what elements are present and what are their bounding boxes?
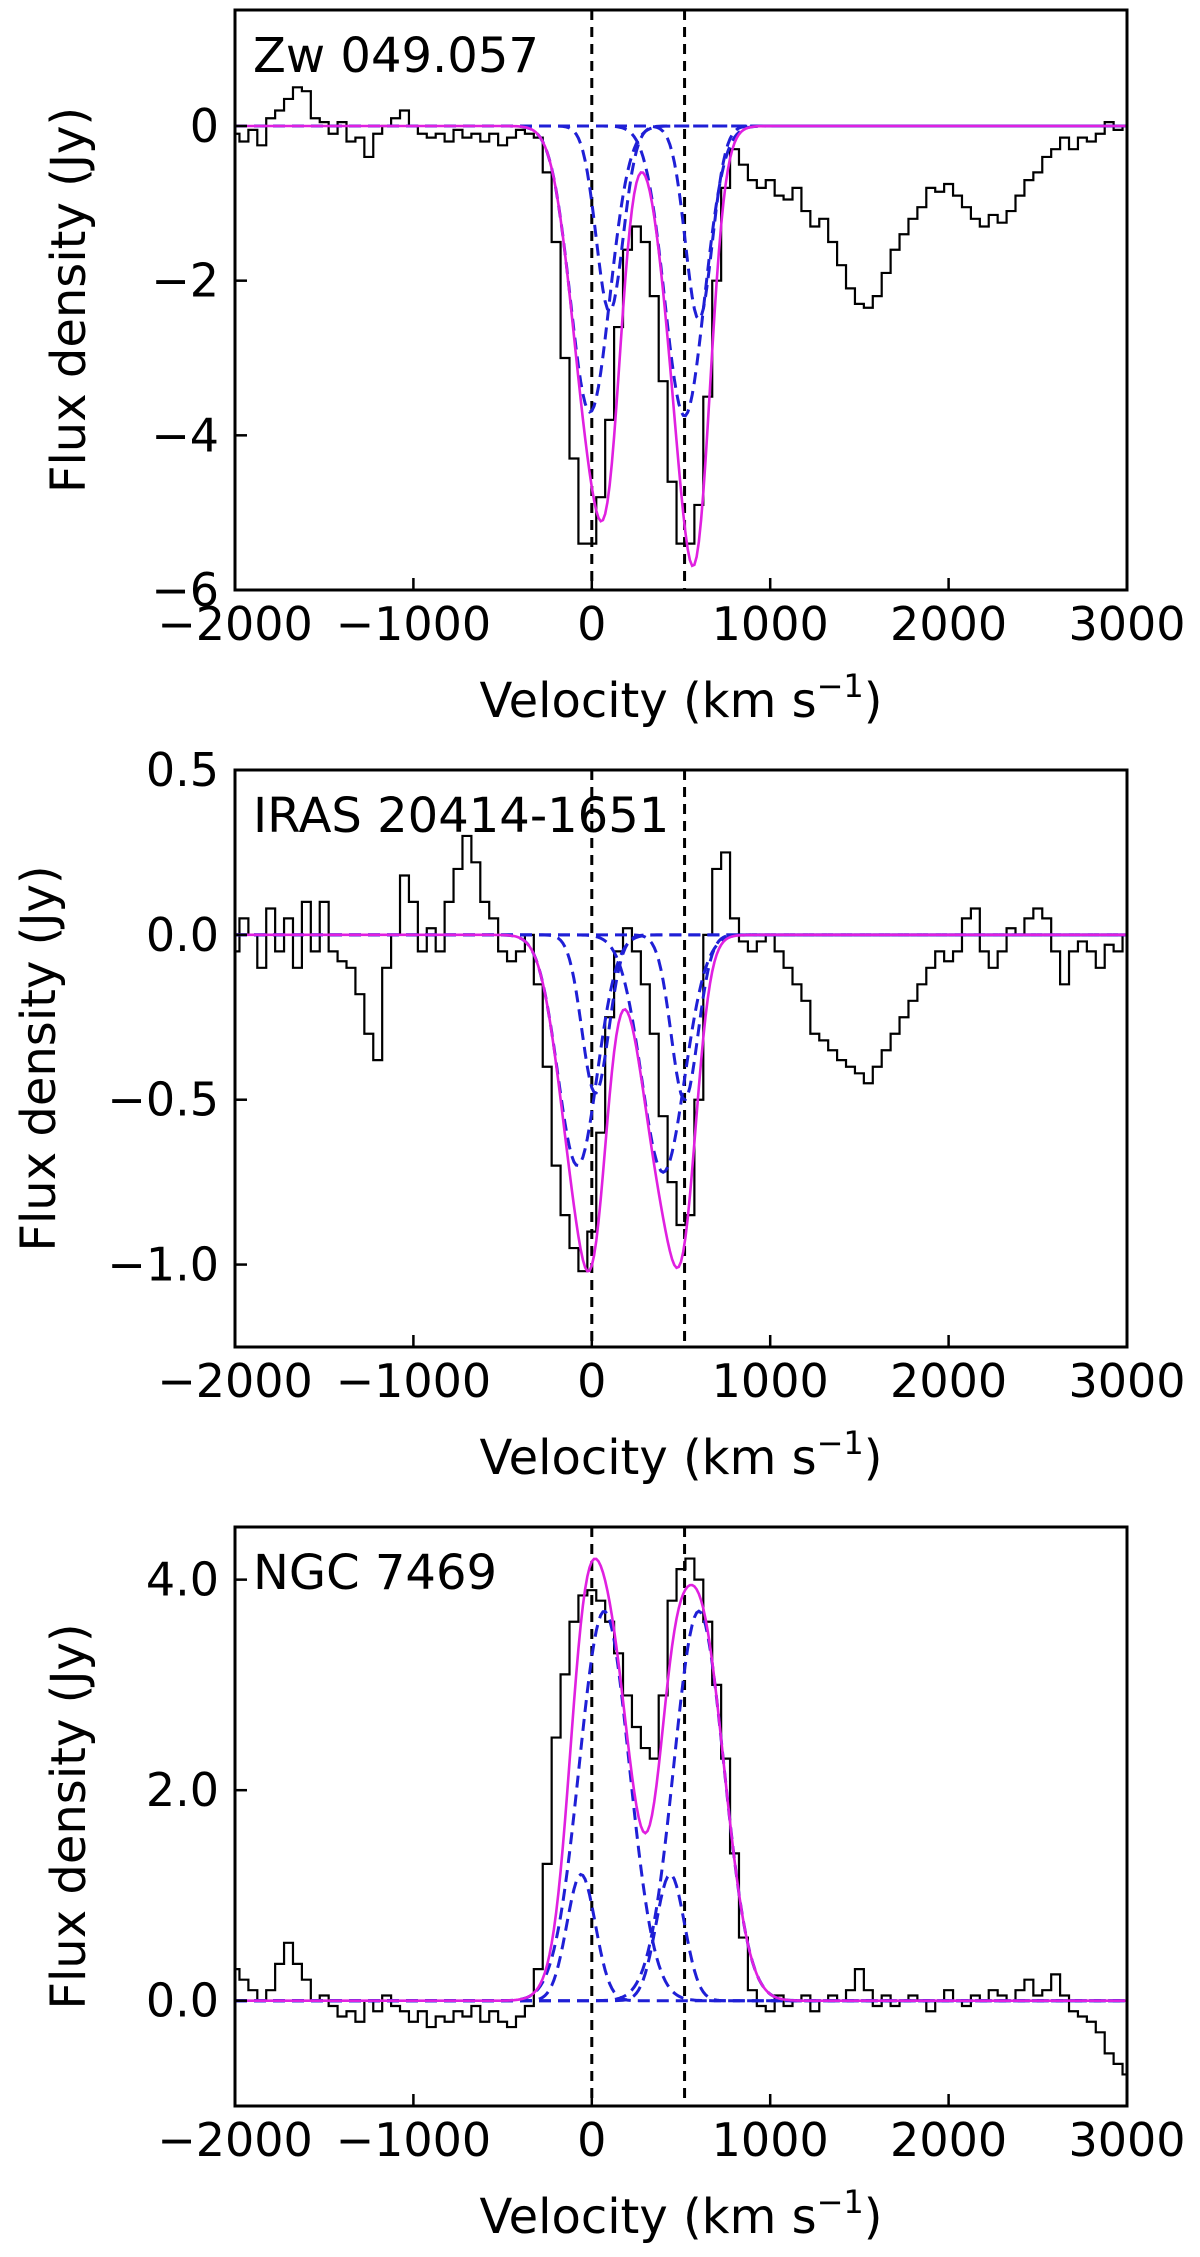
axes-frame: [233, 1525, 1129, 2108]
x-tick-label: −2000: [157, 1354, 313, 1408]
gaussian-component-3: [235, 933, 1127, 1174]
y-tick-label: −4: [151, 408, 219, 462]
total-fit-curve: [235, 124, 1127, 568]
x-tick-label: −2000: [157, 597, 313, 651]
gaussian-component-2: [235, 1609, 1127, 2003]
y-tick-label: −2: [151, 254, 219, 308]
y-tick-label: −1.0: [107, 1238, 219, 1292]
observed-spectrum: [235, 86, 1127, 545]
total-fit-curve: [235, 1557, 1127, 2003]
plot-area: [235, 770, 1127, 1347]
gaussian-component-1: [235, 124, 1127, 414]
x-tick-label: 0: [577, 2113, 606, 2167]
x-tick-label: 3000: [1068, 1354, 1185, 1408]
x-axis-label: Velocity (km s−1): [479, 2183, 882, 2245]
gaussian-component-1: [235, 933, 1127, 1168]
gaussian-component-1: [235, 1872, 1127, 2003]
gaussian-component-4: [235, 933, 1127, 1102]
x-tick-label: 1000: [712, 1354, 829, 1408]
y-tick-label: −6: [151, 563, 219, 617]
axes-frame: [233, 8, 1129, 592]
x-tick-label: 1000: [712, 2113, 829, 2167]
x-tick-label: 3000: [1068, 597, 1185, 651]
y-tick-label: 0.0: [146, 1974, 219, 2028]
source-name-label: NGC 7469: [253, 1545, 497, 1601]
x-tick-label: 2000: [890, 2113, 1007, 2167]
gaussian-component-2: [235, 124, 1127, 314]
x-tick-label: −2000: [157, 2113, 313, 2167]
x-axis-label: Velocity (km s−1): [479, 667, 882, 729]
y-tick-label: −0.5: [107, 1073, 219, 1127]
gaussian-component-3: [235, 1872, 1127, 2003]
plot-area: [235, 10, 1127, 590]
x-tick-label: −1000: [336, 2113, 492, 2167]
gaussian-component-2: [235, 933, 1127, 1095]
y-tick-label: 0: [190, 99, 219, 153]
x-tick-label: 3000: [1068, 2113, 1185, 2167]
y-axis-label: Flux density (Jy): [41, 107, 97, 493]
y-tick-label: 2.0: [146, 1763, 219, 1817]
gaussian-component-3: [235, 124, 1127, 418]
gaussian-component-4: [235, 1609, 1127, 2003]
y-tick-label: 4.0: [146, 1553, 219, 1607]
source-name-label: Zw 049.057: [253, 28, 539, 84]
observed-spectrum: [235, 834, 1127, 1273]
x-tick-label: 2000: [890, 597, 1007, 651]
observed-spectrum: [235, 1557, 1127, 2076]
spectrum-panel-1: −2000 −1000 0 1000 2000 3000 0 −2 −4 −6 Velocity (…: [41, 8, 1186, 729]
y-axis-label: Flux density (Jy): [41, 1623, 97, 2009]
x-axis-label: Velocity (km s−1): [479, 1424, 882, 1486]
source-name-label: IRAS 20414-1651: [253, 788, 669, 844]
x-tick-label: 2000: [890, 1354, 1007, 1408]
x-tick-label: 1000: [712, 597, 829, 651]
total-fit-curve: [235, 933, 1127, 1273]
spectrum-panel-3: −2000 −1000 0 1000 2000 3000 4.0 2.0 0.0 Velocity…: [41, 1525, 1186, 2245]
axes-frame: [233, 768, 1129, 1349]
y-tick-label: 0.5: [146, 743, 219, 797]
x-tick-label: −1000: [336, 1354, 492, 1408]
x-tick-label: 0: [577, 1354, 606, 1408]
spectrum-panel-2: −2000 −1000 0 1000 2000 3000 0.5 0.0 −0.5 −1.0 Vel…: [11, 743, 1186, 1486]
y-axis-label: Flux density (Jy): [11, 865, 67, 1251]
plot-area: [235, 1527, 1127, 2106]
x-tick-label: 0: [577, 597, 606, 651]
y-tick-label: 0.0: [146, 908, 219, 962]
x-tick-label: −1000: [336, 597, 492, 651]
gaussian-component-4: [235, 124, 1127, 322]
